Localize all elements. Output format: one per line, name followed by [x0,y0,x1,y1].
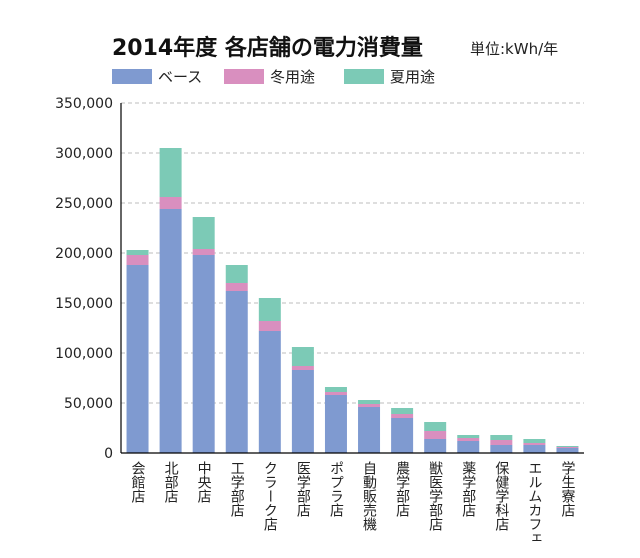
bar-segment-summer [490,435,513,440]
bar-segment-summer [523,439,546,443]
bar-segment-base [490,445,513,453]
x-tick-label: 保健学科店 [493,461,509,531]
x-tick-label: 獣医学部店 [427,461,443,531]
legend-swatch-summer [344,69,384,84]
bar-segment-base [358,407,381,453]
x-tick-label: 会館店 [130,461,146,503]
bar-segment-base [324,395,347,453]
bar-segment-base [225,291,248,453]
x-tick-label: 自動販売機 [361,461,377,532]
bar-segment-base [457,441,480,453]
bar-segment-winter [457,438,480,441]
bar-segment-base [258,331,281,453]
bar-segment-winter [523,443,546,445]
bar-segment-winter [291,366,314,370]
y-tick-label: 0 [104,446,113,462]
y-tick-label: 200,000 [55,246,113,262]
bar-segment-base [556,448,579,453]
bar-segment-summer [225,265,248,283]
bar-segment-winter [126,255,149,265]
bar-segment-winter [391,414,414,418]
bar-segment-summer [391,408,414,414]
bar-segment-summer [159,148,182,197]
y-tick-label: 100,000 [55,346,113,362]
bar-segment-winter [490,440,513,445]
bar-segment-summer [556,446,579,447]
bar-segment-winter [358,404,381,407]
y-tick-label: 300,000 [55,146,113,162]
x-tick-label: 北部店 [163,461,179,503]
x-tick-label: 中央店 [196,461,212,503]
bar-segment-summer [291,347,314,366]
bar-segment-base [424,439,447,453]
y-tick-label: 150,000 [55,296,113,312]
bar-segment-winter [225,283,248,291]
bar-segment-summer [324,387,347,392]
bar-segment-summer [457,435,480,438]
x-tick-label: 工学部店 [229,461,245,517]
bar-segment-winter [258,321,281,331]
bar-segment-winter [424,431,447,439]
bar-segment-winter [556,447,579,448]
x-tick-label: 薬学部店 [460,461,476,517]
bar-segment-winter [159,197,182,209]
legend-label-summer: 夏用途 [390,68,436,86]
x-tick-label: ポプラ店 [328,461,344,517]
bar-segment-summer [424,422,447,431]
bar-segment-winter [192,249,215,255]
legend-swatch-winter [224,69,264,84]
bar-segment-base [126,265,149,453]
unit-label: 単位:kWh/年 [470,40,559,58]
x-tick-label: 医学部店 [295,461,311,517]
bar-segment-base [291,370,314,453]
legend-label-base: ベース [158,68,203,86]
chart-title: 2014年度 各店舗の電力消費量 [112,36,423,61]
bar-segment-base [192,255,215,453]
y-tick-label: 350,000 [55,96,113,112]
bar-segment-summer [126,250,149,255]
legend-swatch-base [112,69,152,84]
bar-segment-summer [192,217,215,249]
bar-segment-base [391,418,414,453]
y-tick-label: 50,000 [64,396,113,412]
bar-segment-base [523,445,546,453]
y-tick-label: 250,000 [55,196,113,212]
bar-segment-winter [324,392,347,395]
bar-segment-summer [258,298,281,321]
x-tick-label: エルムカフェ [526,461,542,545]
x-tick-label: 学生寮店 [559,461,575,517]
bar-segment-base [159,209,182,453]
legend-label-winter: 冬用途 [270,68,316,86]
bar-segment-summer [358,400,381,404]
x-tick-label: 農学部店 [394,461,410,517]
x-tick-label: クラーク店 [262,461,278,531]
